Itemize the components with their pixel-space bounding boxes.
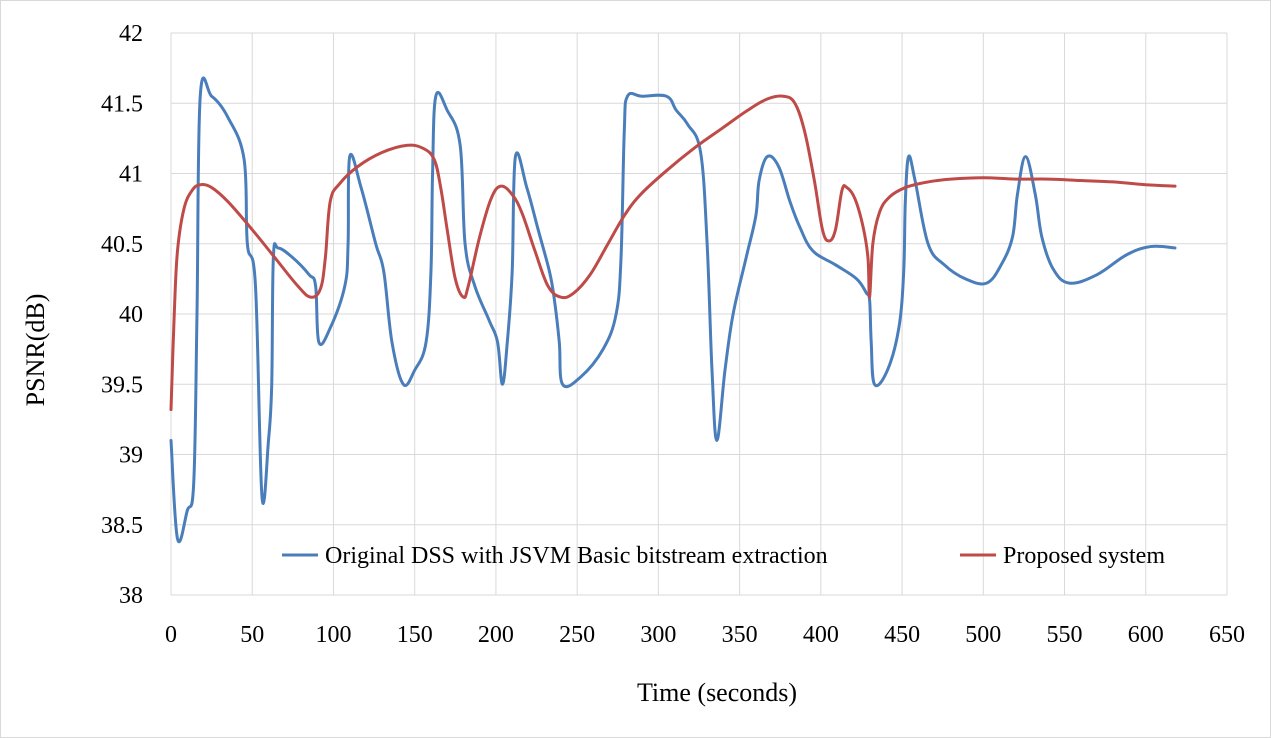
- legend-label-proposed-system: Proposed system: [1003, 543, 1165, 569]
- y-tick-label: 40.5: [101, 232, 143, 258]
- x-tick-label: 350: [722, 622, 758, 648]
- x-tick-label: 600: [1128, 622, 1164, 648]
- series-line-original-dss: [169, 76, 1177, 544]
- legend: Original DSS with JSVM Basic bitstream e…: [282, 543, 1165, 569]
- series-line-proposed-system: [169, 94, 1177, 412]
- y-tick-label: 38: [119, 583, 143, 609]
- x-tick-label: 300: [640, 622, 676, 648]
- y-tick-label: 39: [119, 443, 143, 469]
- x-tick-label: 200: [478, 622, 514, 648]
- y-tick-label: 42: [119, 21, 143, 47]
- series-layer: [169, 76, 1177, 544]
- x-tick-label: 500: [965, 622, 1001, 648]
- y-tick-label: 40: [119, 302, 143, 328]
- y-axis-title: PSNR(dB): [21, 294, 50, 407]
- x-tick-label: 550: [1047, 622, 1083, 648]
- x-tick-label: 400: [803, 622, 839, 648]
- x-tick-label: 250: [559, 622, 595, 648]
- y-tick-label: 39.5: [101, 372, 143, 398]
- y-tick-label: 41: [119, 162, 143, 188]
- x-tick-label: 450: [884, 622, 920, 648]
- x-tick-label: 100: [315, 622, 351, 648]
- grid-layer: [170, 32, 1228, 596]
- y-tick-label: 38.5: [101, 513, 143, 539]
- x-tick-label: 650: [1209, 622, 1245, 648]
- x-tick-label: 150: [397, 622, 433, 648]
- y-tick-labels: 38 38.5 39 39.5 40 40.5 41 41.5 42: [101, 21, 143, 609]
- x-tick-label: 50: [240, 622, 264, 648]
- x-tick-label: 0: [165, 622, 177, 648]
- x-tick-labels: 0 50 100 150 200 250 300 350 400 450 500 550 600 650: [165, 622, 1245, 648]
- legend-label-original-dss: Original DSS with JSVM Basic bitstream e…: [325, 543, 828, 569]
- y-tick-label: 41.5: [101, 91, 143, 117]
- x-axis-title: Time (seconds): [637, 678, 797, 707]
